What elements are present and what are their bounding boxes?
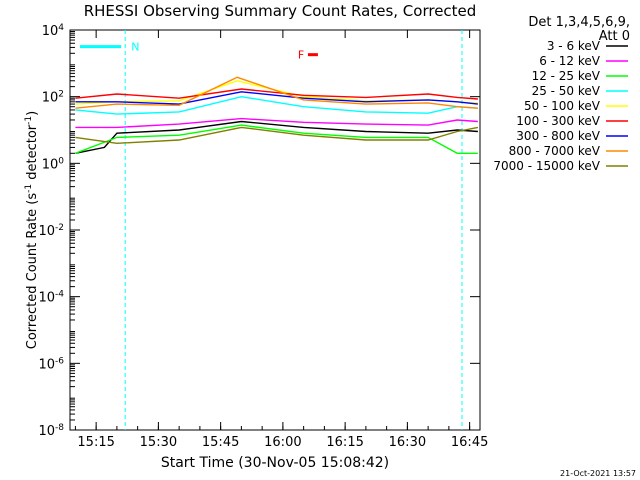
- legend-label: 300 - 800 keV: [516, 129, 600, 143]
- legend-title-line2: Att 0: [599, 29, 630, 44]
- chart-title: RHESSI Observing Summary Count Rates, Co…: [84, 2, 477, 20]
- x-tick-label: 15:15: [77, 435, 114, 450]
- flare-label: F: [298, 49, 304, 62]
- legend-label: 12 - 25 keV: [532, 69, 601, 83]
- series-line-7: [75, 76, 478, 109]
- series-line-2: [75, 124, 478, 155]
- y-tick-label: 104: [42, 23, 65, 39]
- x-tick-label: 16:00: [264, 435, 301, 450]
- y-axis-title-sup2: -1: [24, 116, 34, 125]
- legend-label: 3 - 6 keV: [547, 39, 601, 53]
- svg-text:Corrected Count Rate (s-1 dete: Corrected Count Rate (s-1 detector-1): [24, 111, 40, 349]
- legend-label: 800 - 7000 keV: [509, 144, 601, 158]
- legend-label: 50 - 100 keV: [524, 99, 601, 113]
- y-tick-label: 102: [42, 90, 64, 106]
- y-tick-label: 10-6: [38, 356, 64, 372]
- x-tick-label: 16:30: [389, 435, 426, 450]
- series-line-5: [75, 88, 478, 100]
- x-tick-label: 15:45: [202, 435, 239, 450]
- y-axis-title: Corrected Count Rate (s-1 detector-1): [24, 111, 40, 349]
- legend-label: 100 - 300 keV: [516, 114, 600, 128]
- x-tick-label: 16:15: [326, 435, 363, 450]
- x-axis-title: Start Time (30-Nov-05 15:08:42): [161, 455, 389, 471]
- legend-title-line1: Det 1,3,4,5,6,9,: [528, 15, 630, 30]
- legend-label: 7000 - 15000 keV: [493, 159, 600, 173]
- y-axis-title-main: Corrected Count Rate (s: [25, 193, 40, 350]
- y-axis-title-mid: detector: [25, 124, 40, 184]
- data-series: [75, 76, 479, 155]
- footer-date: 21-Oct-2021 13:57: [560, 469, 636, 478]
- annotations: NF: [80, 30, 463, 430]
- y-tick-label: 10-4: [38, 290, 64, 306]
- y-tick-label: 10-8: [38, 423, 64, 439]
- series-line-3: [75, 95, 478, 115]
- y-tick-label: 100: [42, 156, 65, 172]
- y-tick-label: 10-2: [38, 223, 64, 239]
- x-tick-label: 15:30: [140, 435, 177, 450]
- y-axis-title-sup: -1: [24, 184, 34, 193]
- series-line-6: [75, 91, 478, 105]
- axis-ticks: 15:15 15:30 15:45 16:00 16:15 16:30 16:45 10-8 1…: [38, 23, 488, 450]
- y-axis-title-end: ): [25, 111, 40, 116]
- x-tick-label: 16:45: [451, 435, 488, 450]
- legend-label: 6 - 12 keV: [539, 54, 601, 68]
- series-line-1: [75, 117, 478, 129]
- night-label: N: [131, 41, 139, 54]
- legend-label: 25 - 50 keV: [532, 84, 601, 98]
- series-line-8: [75, 126, 479, 145]
